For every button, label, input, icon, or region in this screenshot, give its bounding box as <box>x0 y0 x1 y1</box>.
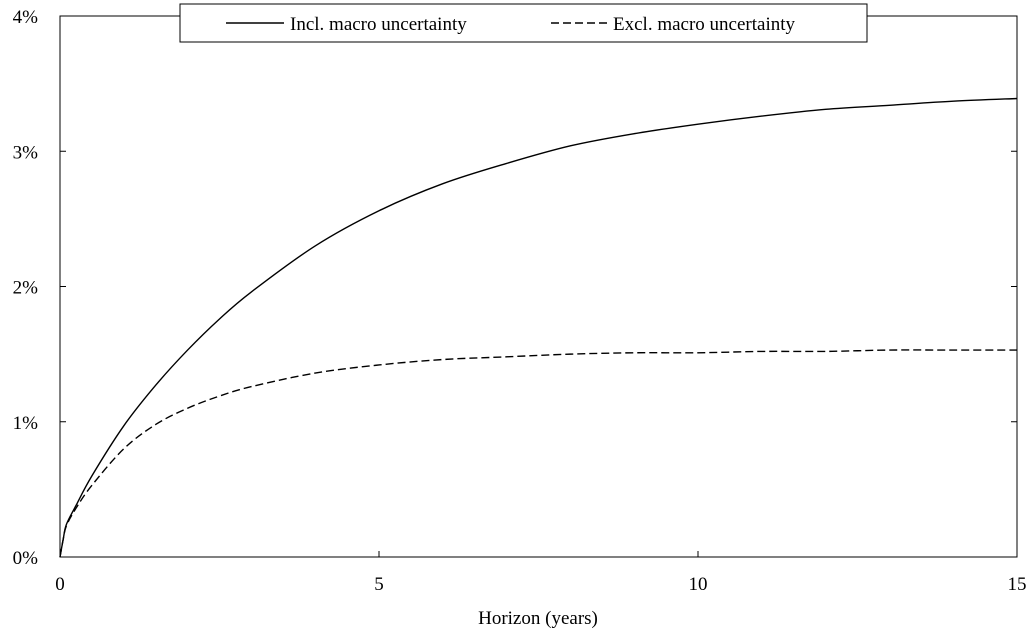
legend-box <box>179 3 868 43</box>
legend-label: Excl. macro uncertainty <box>613 14 796 35</box>
series-line-excl-macro <box>59 349 1017 558</box>
x-tick-label: 0 <box>55 574 65 595</box>
x-axis-title: Horizon (years) <box>478 608 598 629</box>
x-tick-label: 15 <box>1008 574 1027 595</box>
y-tick-label: 3% <box>13 142 39 163</box>
legend: Incl. macro uncertainty Excl. macro uncer… <box>179 3 868 43</box>
legend-label: Incl. macro uncertainty <box>290 14 467 35</box>
plot-frame <box>59 15 1018 558</box>
axes-layer: 0% 1% 2% 3% 4% 0 5 10 15 <box>13 7 1027 595</box>
x-tick-label: 10 <box>689 574 708 595</box>
series-line-incl-macro <box>59 97 1018 558</box>
x-tick-label: 5 <box>374 574 384 595</box>
y-tick-label: 4% <box>13 7 39 28</box>
y-tick-label: 2% <box>13 278 39 299</box>
y-tick-label: 1% <box>13 413 39 434</box>
y-tick-label: 0% <box>13 548 39 569</box>
series-layer <box>59 97 1018 558</box>
